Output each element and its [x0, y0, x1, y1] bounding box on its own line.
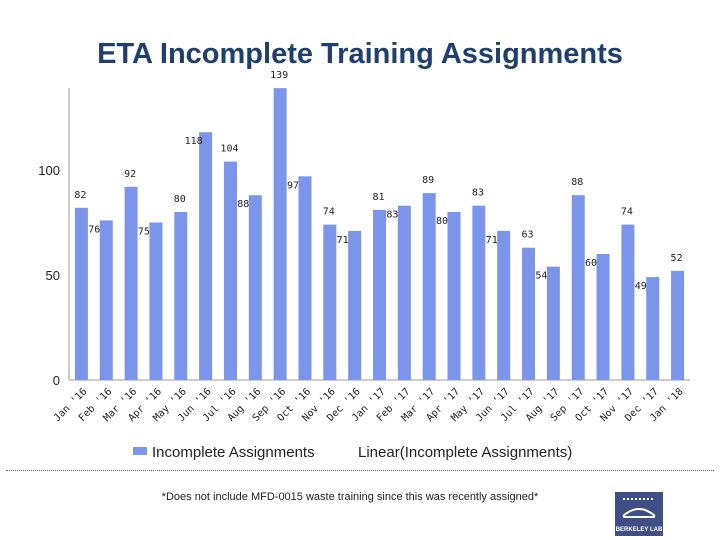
- bar-value-label: 74: [323, 207, 335, 218]
- bar-value-label: 81: [372, 192, 384, 203]
- bar: [298, 176, 312, 380]
- bar: [348, 230, 362, 380]
- bar-value-label: 54: [535, 271, 547, 282]
- bar: [248, 195, 262, 380]
- bar-value-label: 60: [585, 258, 597, 269]
- footer-divider: [6, 470, 714, 471]
- bar-value-label: 74: [621, 207, 633, 218]
- legend-series-label: Incomplete Assignments: [152, 444, 315, 461]
- bar-value-label: 76: [88, 224, 100, 235]
- lab-building-icon: [622, 498, 656, 518]
- bar: [621, 224, 635, 380]
- bar-value-label: 71: [486, 235, 498, 246]
- bar: [149, 222, 163, 380]
- bar-value-label: 88: [571, 177, 583, 188]
- bar-value-label: 139: [270, 70, 288, 81]
- chart-title: ETA Incomplete Training Assignments: [97, 38, 623, 70]
- bar-value-label: 88: [237, 199, 249, 210]
- bar: [497, 230, 511, 380]
- bar: [223, 161, 237, 380]
- bar: [472, 205, 486, 380]
- bar: [273, 88, 287, 380]
- bar-value-label: 89: [422, 175, 434, 186]
- bar: [99, 220, 113, 380]
- bar: [373, 209, 386, 380]
- bar-value-label: 83: [472, 188, 484, 199]
- bar: [397, 205, 411, 380]
- bar: [447, 212, 461, 380]
- berkeley-lab-logo: BERKELEY LAB: [615, 492, 663, 536]
- y-tick-label: 50: [46, 268, 60, 283]
- bar: [124, 186, 138, 380]
- bar-value-label: 118: [185, 136, 203, 147]
- bar: [546, 266, 560, 380]
- bar-value-label: 75: [138, 227, 150, 238]
- y-tick-label: 0: [53, 373, 60, 388]
- bar-value-label: 49: [635, 281, 647, 292]
- bar: [522, 247, 536, 380]
- bar: [199, 132, 213, 380]
- bar-value-label: 71: [337, 235, 349, 246]
- bar-value-label: 80: [436, 216, 448, 227]
- bar-value-label: 83: [386, 210, 398, 221]
- y-tick-label: 100: [38, 163, 60, 178]
- bar-value-label: 82: [74, 190, 86, 201]
- legend-swatch: [133, 447, 147, 455]
- bar-value-label: 63: [522, 230, 534, 241]
- bar: [74, 207, 88, 380]
- footnote: *Does not include MFD-0015 waste trainin…: [161, 491, 539, 503]
- bar-value-label: 104: [220, 144, 238, 155]
- logo-text: BERKELEY LAB: [615, 527, 663, 533]
- bar: [596, 254, 610, 380]
- bar: [646, 277, 660, 380]
- bar-value-label: 97: [287, 180, 299, 191]
- bar: [174, 212, 188, 380]
- bar: [671, 270, 685, 380]
- bar: [422, 193, 436, 380]
- bar-value-label: 52: [671, 253, 683, 264]
- bar: [571, 195, 585, 380]
- bar-value-label: 92: [124, 169, 136, 180]
- legend-trend-label: Linear(Incomplete Assignments): [358, 444, 573, 461]
- bar: [323, 224, 337, 380]
- bar-value-label: 80: [174, 194, 186, 205]
